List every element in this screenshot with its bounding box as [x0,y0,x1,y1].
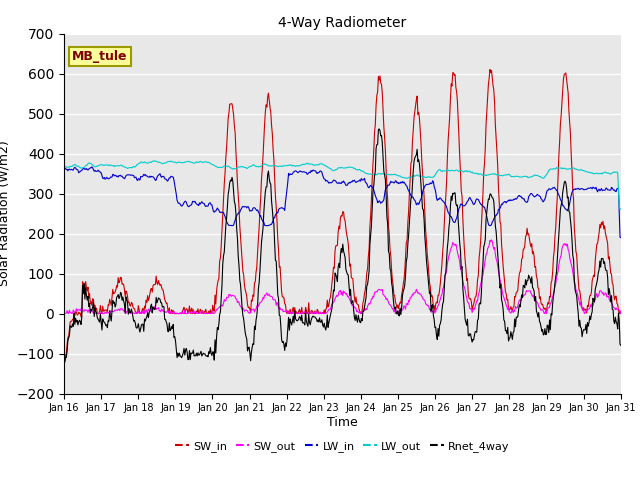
Line: SW_in: SW_in [64,70,621,360]
Rnet_4way [617,343,625,348]
Rnet_4way [128,310,136,315]
Rnet_4way [412,154,419,159]
Line: SW_out: SW_out [64,240,621,313]
SW_out [184,310,192,316]
Legend: SW_in, SW_out, LW_in, LW_out, Rnet_4way: SW_in, SW_out, LW_in, LW_out, Rnet_4way [171,437,514,456]
X-axis label: Time: Time [327,416,358,429]
Text: MB_tule: MB_tule [72,50,128,63]
LW_in [60,165,68,170]
LW_in [128,172,136,178]
SW_in [411,109,419,115]
Line: LW_in: LW_in [64,167,621,238]
LW_out [127,165,135,170]
SW_in [428,294,435,300]
SW_out [214,306,221,312]
LW_in [185,204,193,210]
Rnet_4way [375,126,383,132]
SW_out [410,290,418,296]
LW_in [411,197,419,203]
SW_out [70,309,78,315]
LW_in [617,235,625,240]
LW_in [428,180,435,186]
SW_in [71,313,79,319]
SW_out [617,311,625,316]
LW_in [214,206,222,212]
SW_out [488,237,495,243]
SW_out [60,311,68,316]
LW_out [411,173,419,179]
Line: LW_out: LW_out [64,161,621,209]
SW_in [61,358,68,363]
Rnet_4way [71,322,79,327]
SW_in [60,352,68,358]
SW_out [426,307,434,312]
SW_in [185,308,193,314]
LW_out [60,164,68,170]
SW_in [486,67,494,72]
LW_out [70,162,78,168]
LW_in [70,165,78,171]
Rnet_4way [428,303,436,309]
SW_in [214,277,222,283]
SW_in [617,311,625,316]
Rnet_4way [60,356,68,361]
LW_in [88,164,96,170]
Rnet_4way [61,360,68,365]
LW_out [150,158,157,164]
SW_in [128,300,136,306]
SW_out [127,311,135,316]
Rnet_4way [185,357,193,362]
Rnet_4way [214,327,222,333]
Line: Rnet_4way: Rnet_4way [64,129,621,362]
LW_out [428,174,435,180]
LW_out [185,158,193,164]
Title: 4-Way Radiometer: 4-Way Radiometer [278,16,406,30]
LW_out [617,206,625,212]
LW_out [214,165,222,170]
Y-axis label: Solar Radiation (W/m2): Solar Radiation (W/m2) [0,141,11,287]
